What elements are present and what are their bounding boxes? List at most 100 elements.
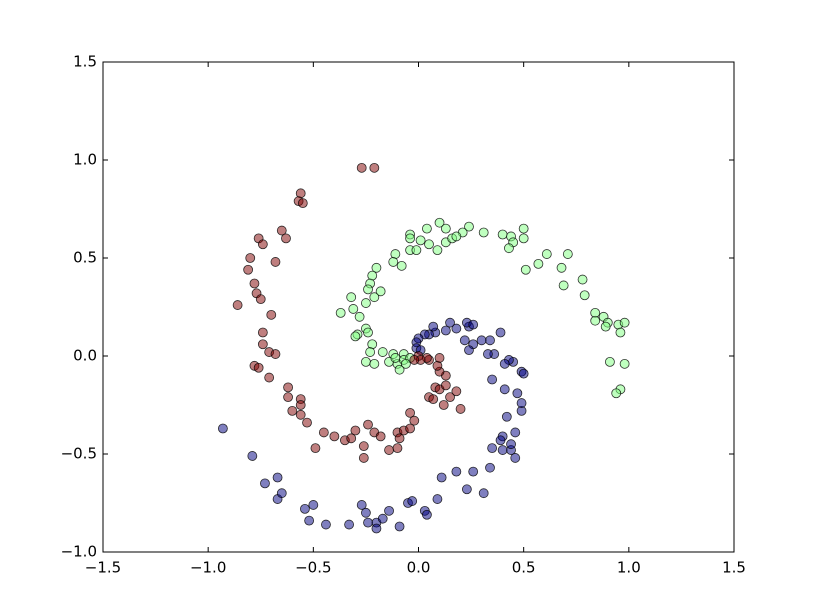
scatter-point bbox=[329, 431, 340, 442]
scatter-point bbox=[350, 425, 361, 436]
scatter-point bbox=[432, 494, 443, 504]
scatter-point bbox=[476, 335, 487, 346]
x-tick-label: 1.0 bbox=[617, 559, 641, 577]
scatter-point bbox=[295, 400, 306, 410]
scatter-point bbox=[369, 292, 380, 303]
scatter-point bbox=[318, 427, 329, 438]
x-tick-label: 1.5 bbox=[722, 559, 746, 577]
scatter-point bbox=[253, 362, 264, 373]
scatter-point bbox=[354, 311, 365, 322]
scatter-point bbox=[600, 321, 611, 332]
scatter-point bbox=[257, 327, 268, 338]
scatter-point bbox=[400, 358, 411, 369]
scatter-point bbox=[371, 262, 382, 273]
scatter-point bbox=[445, 317, 455, 328]
scatter-point bbox=[249, 278, 260, 289]
scatter-point bbox=[346, 433, 357, 444]
scatter-point bbox=[434, 217, 445, 228]
scatter-point bbox=[619, 317, 630, 328]
scatter-point bbox=[432, 245, 443, 256]
scatter-point bbox=[377, 347, 388, 357]
scatter-point bbox=[384, 505, 394, 516]
scatter-point bbox=[501, 411, 512, 422]
scatter-point bbox=[405, 423, 415, 434]
scatter-point bbox=[297, 198, 308, 209]
scatter-point bbox=[428, 321, 439, 332]
scatter-point bbox=[365, 347, 376, 357]
plot-points bbox=[217, 162, 630, 534]
x-tick-label: −1.5 bbox=[85, 559, 121, 577]
scatter-point bbox=[518, 223, 529, 234]
scatter-point bbox=[411, 245, 422, 256]
scatter-point bbox=[464, 345, 474, 356]
scatter-point bbox=[260, 478, 270, 489]
scatter-point bbox=[415, 235, 426, 246]
scatter-point bbox=[558, 280, 569, 291]
scatter-point bbox=[495, 327, 506, 338]
scatter-point bbox=[300, 503, 310, 514]
y-tick-label: 1.5 bbox=[73, 53, 97, 71]
scatter-point bbox=[375, 431, 386, 442]
scatter-point bbox=[247, 451, 258, 461]
scatter-point bbox=[445, 392, 455, 403]
scatter-point bbox=[487, 443, 498, 454]
scatter-point bbox=[451, 323, 462, 334]
scatter-point bbox=[485, 462, 495, 473]
scatter-point bbox=[394, 521, 405, 532]
scatter-point bbox=[369, 358, 380, 369]
scatter-point bbox=[499, 384, 510, 395]
scatter-point bbox=[363, 284, 373, 295]
scatter-point bbox=[287, 405, 298, 416]
scatter-point bbox=[344, 519, 354, 530]
scatter-point bbox=[308, 500, 319, 510]
scatter-point bbox=[422, 509, 432, 520]
scatter-point bbox=[396, 260, 407, 271]
scatter-point bbox=[232, 300, 243, 310]
scatter-point bbox=[371, 523, 382, 534]
y-tick-label: −1.0 bbox=[61, 543, 97, 561]
y-tick-label: −0.5 bbox=[61, 445, 97, 463]
scatter-point bbox=[512, 388, 523, 399]
scatter-point bbox=[348, 304, 359, 314]
scatter-point bbox=[358, 441, 369, 452]
scatter-point bbox=[350, 331, 361, 342]
scatter-point bbox=[335, 307, 346, 318]
scatter-point bbox=[428, 394, 439, 405]
scatter-point bbox=[510, 427, 521, 438]
scatter-point bbox=[478, 227, 489, 238]
scatter-point bbox=[434, 353, 445, 363]
scatter-point bbox=[310, 443, 321, 454]
scatter-point bbox=[388, 257, 399, 267]
scatter-point bbox=[451, 386, 462, 397]
scatter-point bbox=[518, 233, 529, 244]
scatter-point bbox=[495, 435, 506, 446]
scatter-point bbox=[405, 407, 415, 418]
scatter-point bbox=[516, 398, 527, 408]
scatter-point bbox=[409, 355, 420, 365]
scatter-point bbox=[243, 264, 254, 275]
scatter-point bbox=[283, 392, 293, 403]
scatter-point bbox=[422, 223, 432, 234]
scatter-point bbox=[270, 349, 281, 359]
scatter-point bbox=[615, 327, 626, 338]
scatter-point bbox=[451, 466, 462, 477]
scatter-point bbox=[356, 162, 367, 173]
scatter-point bbox=[577, 274, 588, 285]
scatter-point bbox=[405, 233, 415, 244]
scatter-point bbox=[356, 500, 367, 510]
scatter-point bbox=[361, 507, 371, 518]
scatter-point bbox=[556, 262, 567, 273]
scatter-point bbox=[468, 466, 479, 477]
scatter-point bbox=[394, 364, 405, 375]
x-tick-label: −0.5 bbox=[295, 559, 331, 577]
scatter-point bbox=[264, 372, 275, 383]
x-tick-label: −1.0 bbox=[190, 559, 226, 577]
scatter-point bbox=[518, 368, 529, 379]
scatter-point bbox=[455, 404, 466, 414]
scatter-point bbox=[436, 472, 447, 483]
scatter-point bbox=[217, 423, 228, 434]
scatter-point bbox=[361, 298, 371, 308]
scatter-point bbox=[541, 249, 552, 259]
scatter-point bbox=[346, 292, 357, 303]
